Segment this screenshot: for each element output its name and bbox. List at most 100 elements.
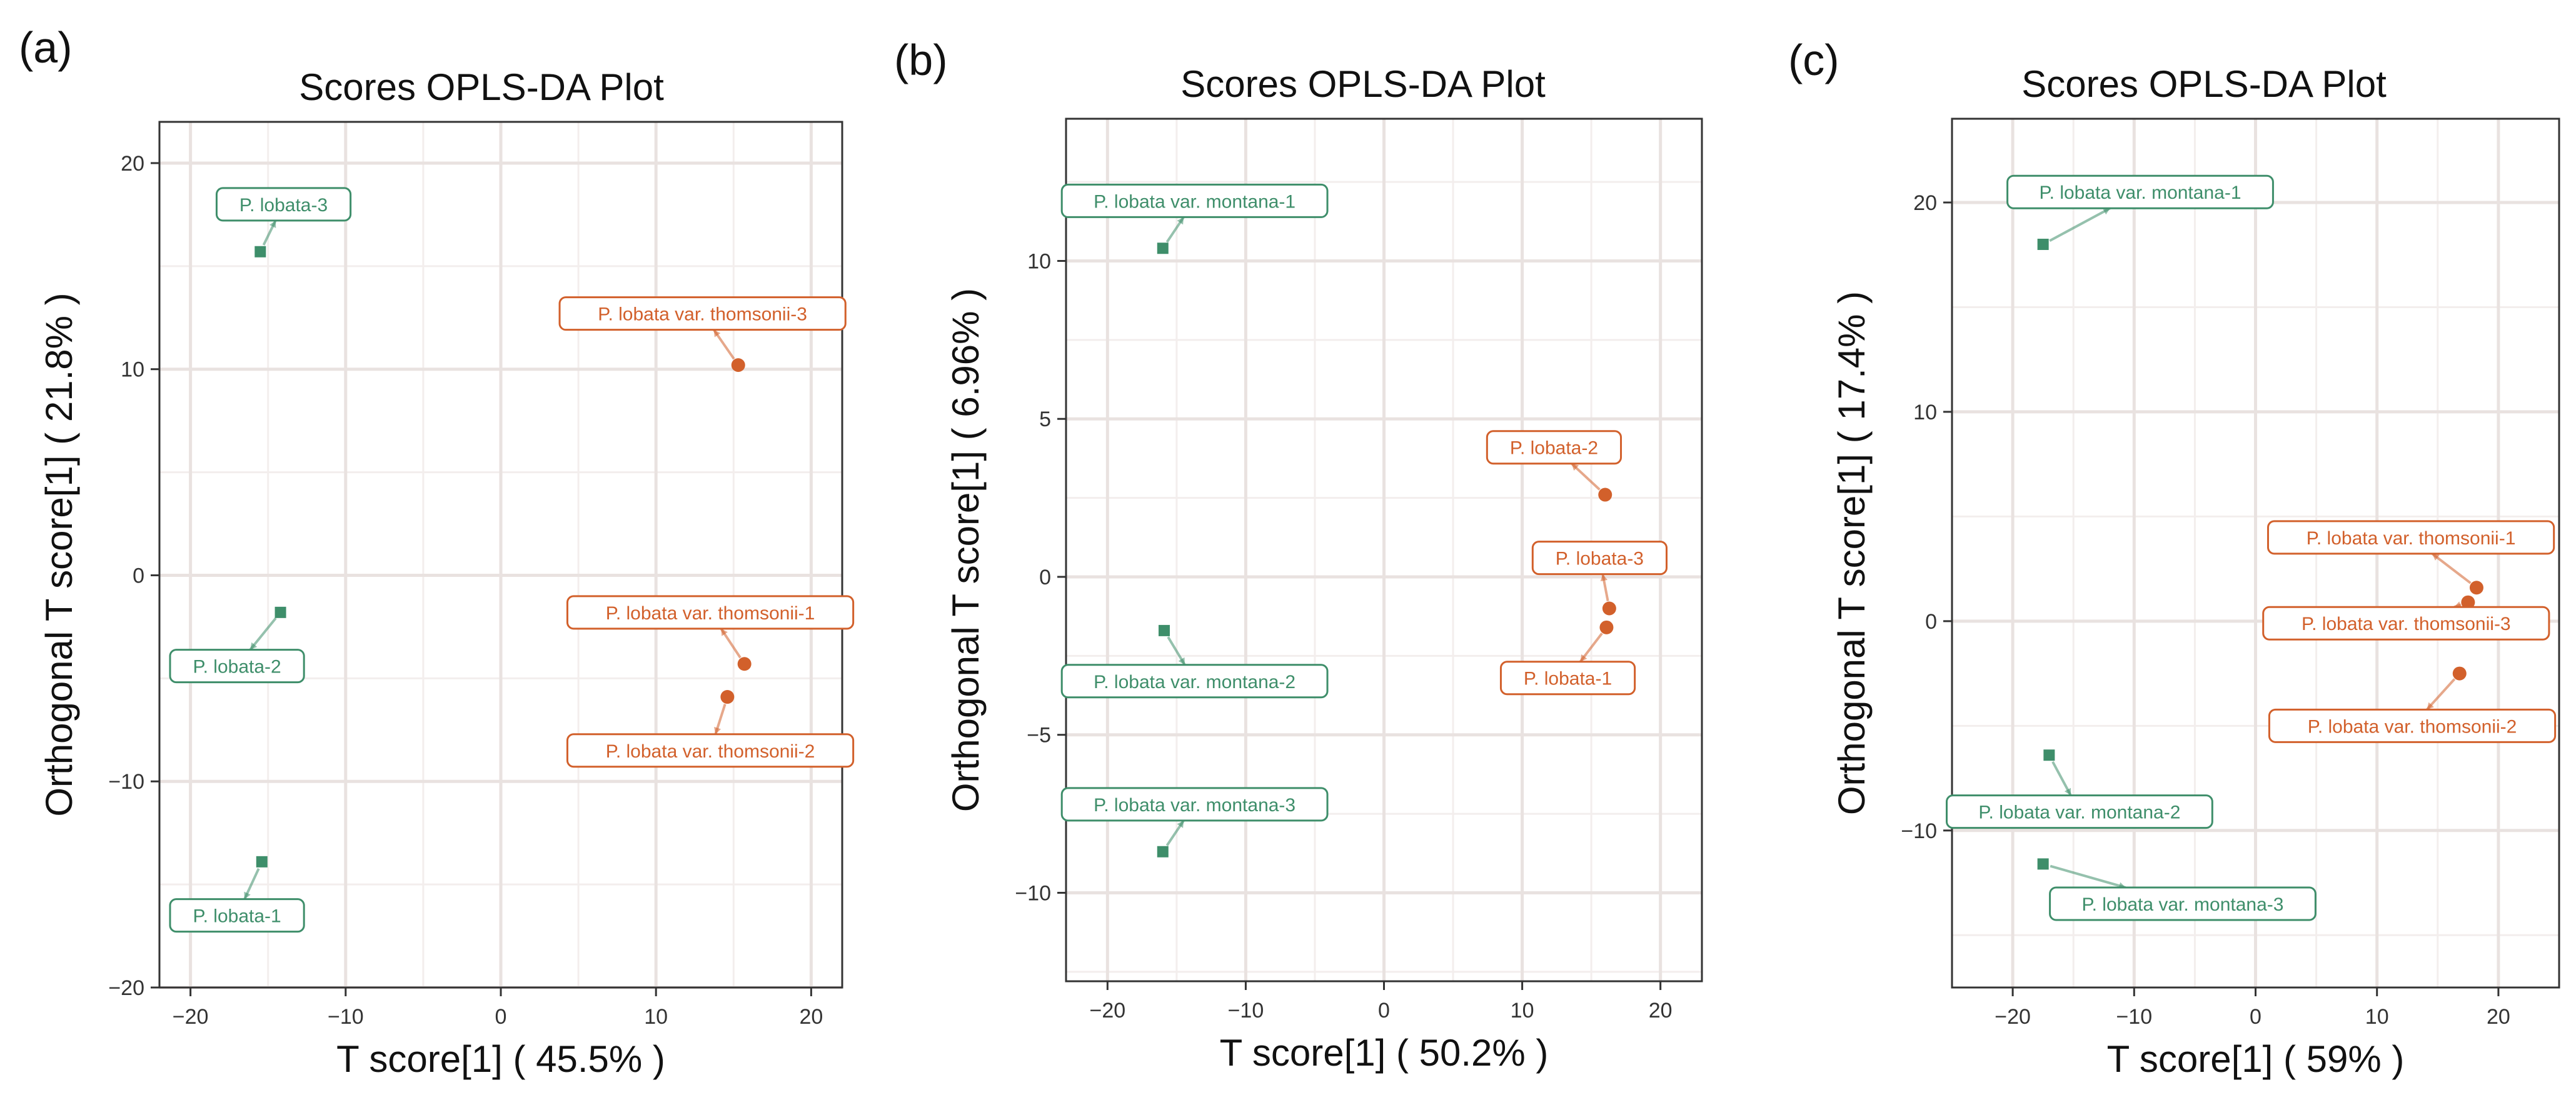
panel-label: (a) [19,23,73,72]
y-tick-label: −10 [1901,819,1937,843]
point-label-box [169,649,305,684]
label-arrowhead [1177,820,1184,828]
point-label-box [169,898,305,933]
panel-1: −20 −10 0 10 20 −20 −10 0 10 20 Scores OPLS-DA Plo… [19,23,855,1080]
data-point-square [1157,846,1169,858]
x-tick-label: 10 [1511,999,1534,1022]
x-tick-label: −10 [1228,999,1264,1022]
data-point-square [256,856,268,868]
label-connector [2050,864,2126,889]
data-point-square [2043,749,2055,761]
x-tick-label: 20 [799,1005,823,1029]
y-tick-label: 5 [1039,408,1051,431]
label-arrowhead [1600,574,1608,582]
point-label-box [1060,664,1329,699]
x-tick-label: −20 [1089,999,1125,1022]
y-tick-label: −10 [108,770,144,794]
label-connector [2431,552,2472,584]
y-tick-label: −10 [1015,881,1051,905]
x-tick-label: −10 [328,1005,364,1029]
y-axis-label: Orthogonal T score[1] ( 17.4% ) [1831,291,1873,815]
point-label: P. lobata var. thomsonii-3 [2302,614,2511,634]
label-arrowhead [1580,654,1587,662]
data-point-square [274,606,286,618]
point-label-box [2049,886,2317,921]
data-point-circle [1599,620,1614,634]
point-label: P. lobata-1 [1524,669,1612,689]
label-arrowhead [2102,208,2110,215]
panel-label: (c) [1788,36,1839,84]
label-arrowhead [244,891,251,899]
label-arrowhead [714,726,722,734]
data-point-circle [1602,601,1616,616]
panel-3: −20 −10 0 10 20 −10 0 10 20 Scores OPLS-DA Plot (c… [1788,36,2560,1080]
label-arrowhead [721,628,728,636]
data-point-circle [731,358,745,372]
point-label-box [1486,430,1623,465]
point-label-box [215,187,352,222]
point-label: P. lobata var. montana-1 [1094,191,1296,212]
data-point-square [2037,238,2049,250]
label-connector [249,617,277,651]
x-tick-label: 10 [644,1005,668,1029]
y-axis-label: Orthogonal T score[1] ( 21.8% ) [38,292,80,816]
y-tick-label: 10 [121,358,144,382]
point-label: P. lobata var. thomsonii-1 [606,603,815,624]
point-label-box [2262,606,2550,641]
panel-2: −20 −10 0 10 20 −10 −5 0 5 10 Scores OPLS-DA Plot (… [894,36,1703,1074]
x-tick-label: 20 [2487,1005,2510,1029]
x-axis-label: T score[1] ( 59% ) [2107,1038,2405,1080]
point-label: P. lobata var. montana-2 [1094,672,1296,692]
point-label: P. lobata var. thomsonii-1 [2307,528,2516,549]
chart-title: Scores OPLS-DA Plot [2021,63,2387,105]
point-label: P. lobata var. montana-1 [2040,182,2241,203]
chart-title: Scores OPLS-DA Plot [1180,63,1546,105]
point-label: P. lobata var. thomsonii-2 [2308,716,2517,737]
data-point-circle [2452,666,2467,681]
data-point-circle [720,690,735,704]
y-tick-label: −5 [1027,724,1051,748]
chart-title: Scores OPLS-DA Plot [299,66,664,108]
point-label-box [2006,174,2274,209]
label-arrowhead [1571,463,1579,471]
x-tick-label: 0 [495,1005,507,1029]
point-label: P. lobata var. montana-3 [2081,894,2283,915]
x-tick-label: 0 [1378,999,1390,1022]
x-axis-label: T score[1] ( 45.5% ) [336,1038,665,1080]
point-label: P. lobata-1 [193,906,281,927]
point-label-box [1060,787,1329,822]
point-label: P. lobata-2 [1510,438,1598,459]
label-connector [2426,678,2456,711]
data-point-square [1157,242,1169,254]
point-label-box [1499,661,1636,696]
label-arrowhead [2064,788,2071,796]
y-tick-label: 0 [1925,610,1937,634]
point-label-box [558,296,847,331]
data-point-circle [2469,581,2483,595]
y-tick-label: 0 [133,564,144,588]
label-arrowhead [2427,702,2434,710]
point-label: P. lobata var. thomsonii-2 [606,741,815,762]
y-tick-label: 10 [1913,401,1937,424]
x-tick-label: −20 [173,1005,209,1029]
data-point-circle [1598,488,1613,502]
point-label-box [566,595,855,630]
x-tick-label: 20 [1649,999,1673,1022]
y-tick-label: 20 [121,152,144,176]
x-tick-label: 10 [2365,1005,2389,1029]
label-arrowhead [2432,553,2440,561]
x-axis-label: T score[1] ( 50.2% ) [1220,1032,1549,1074]
point-label: P. lobata var. montana-3 [1094,795,1296,816]
y-tick-label: 10 [1027,249,1051,273]
point-label-box [1946,794,2213,829]
point-label: P. lobata-3 [239,195,328,216]
label-arrowhead [713,329,721,338]
y-axis-label: Orthogonal T score[1] ( 6.96% ) [945,288,987,812]
y-tick-label: 0 [1039,566,1051,589]
point-label-box [2268,708,2557,743]
x-tick-label: 0 [2250,1005,2262,1029]
point-label-box [1060,183,1329,218]
point-label-box [566,733,855,768]
